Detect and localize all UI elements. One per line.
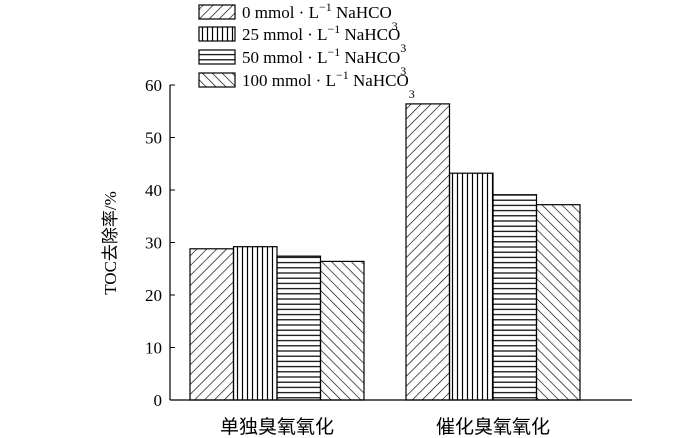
bar: [492, 194, 538, 401]
legend-label: 25 mmol · L−1 NaHCO3: [242, 22, 406, 55]
legend-item: 50 mmol · L−1 NaHCO3: [198, 45, 406, 78]
bar: [319, 260, 365, 401]
legend-label: 50 mmol · L−1 NaHCO3: [242, 45, 406, 78]
bar: [405, 103, 451, 401]
bars-group: [189, 103, 581, 401]
legend-swatch: [198, 49, 236, 65]
bar: [448, 172, 494, 401]
y-tick-label: 30: [145, 234, 162, 253]
legend-item: 100 mmol · L−1 NaHCO3: [198, 68, 415, 101]
x-tick-label: 催化臭氧氧化: [436, 416, 550, 438]
y-axis-label: TOC去除率/%: [101, 191, 120, 295]
bar: [276, 255, 322, 401]
legend-swatch: [198, 72, 236, 88]
axes-group: 0 10 20 30 40 50 60 单独臭氧氧化 催化臭氧氧化: [145, 76, 632, 438]
legend-swatch: [198, 26, 236, 42]
legend-label: 100 mmol · L−1 NaHCO3: [242, 68, 415, 101]
legend-item: 25 mmol · L−1 NaHCO3: [198, 22, 406, 55]
legend-label: 0 mmol · L−1 NaHCO3: [242, 0, 398, 33]
legend-item: 0 mmol · L−1 NaHCO3: [198, 0, 398, 33]
bar: [232, 246, 278, 401]
y-tick-label: 10: [145, 339, 162, 358]
y-tick-label: 20: [145, 286, 162, 305]
y-tick-label: 0: [154, 391, 163, 410]
y-tick-label: 50: [145, 129, 162, 148]
x-tick-label: 单独臭氧氧化: [220, 416, 334, 438]
y-tick-label: 60: [145, 76, 162, 95]
bar: [189, 248, 235, 401]
legend-swatch: [198, 4, 236, 20]
y-tick-label: 40: [145, 181, 162, 200]
bar: [535, 204, 581, 401]
